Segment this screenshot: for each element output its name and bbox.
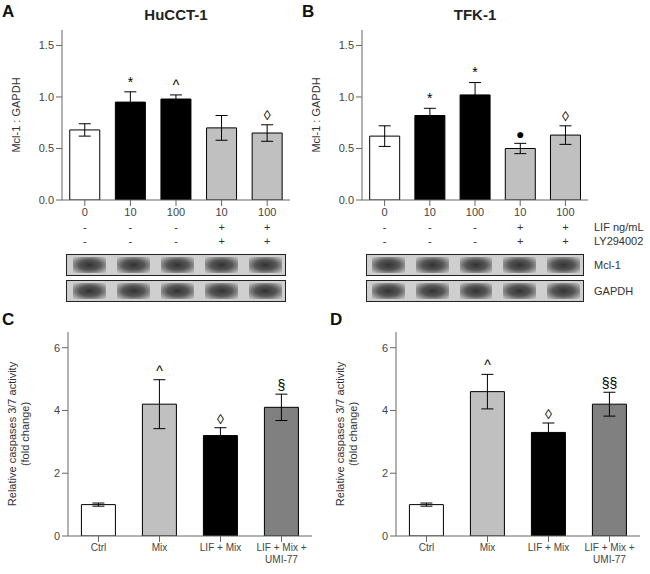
svg-text:Relative caspases 3/7 activity: Relative caspases 3/7 activity(fold chan…	[334, 361, 359, 506]
svg-text:100: 100	[167, 206, 185, 218]
svg-text:Ctrl: Ctrl	[91, 542, 107, 553]
svg-text:-: -	[473, 235, 477, 247]
svg-text:0: 0	[382, 206, 388, 218]
svg-text:+: +	[264, 235, 270, 247]
svg-text:6: 6	[382, 342, 388, 354]
svg-text:10: 10	[424, 206, 436, 218]
svg-text:10: 10	[215, 206, 227, 218]
html-text:A: A	[2, 2, 15, 21]
svg-text:Ctrl: Ctrl	[419, 542, 435, 553]
html-text:GAPDH: GAPDH	[594, 285, 634, 297]
svg-text:-: -	[83, 235, 87, 247]
html-text:HuCCT-1: HuCCT-1	[144, 6, 208, 23]
svg-text:-: -	[174, 235, 178, 247]
svg-text:10: 10	[514, 206, 526, 218]
html-text:Mcl-1: Mcl-1	[594, 259, 621, 271]
svg-text:^: ^	[156, 363, 163, 379]
svg-text:Mix: Mix	[152, 542, 168, 553]
svg-text:0.5: 0.5	[339, 142, 354, 154]
svg-text:*: *	[427, 90, 433, 106]
html-text:D: D	[330, 310, 343, 329]
svg-text:100: 100	[466, 206, 484, 218]
svg-text:0.0: 0.0	[39, 194, 54, 206]
svg-text:-: -	[383, 235, 387, 247]
svg-text:LIF ng/mL: LIF ng/mL	[594, 221, 642, 233]
svg-text:1.5: 1.5	[339, 39, 354, 51]
svg-text:^: ^	[484, 357, 491, 373]
svg-text:4: 4	[54, 404, 60, 416]
html-text:TFK-1: TFK-1	[453, 6, 497, 23]
svg-text:+: +	[562, 221, 568, 233]
svg-text:LIF + Mix +UMI-77: LIF + Mix +UMI-77	[584, 542, 634, 565]
svg-text:+: +	[218, 221, 224, 233]
svg-text:2: 2	[54, 467, 60, 479]
svg-text:0: 0	[82, 206, 88, 218]
svg-text:Mcl-1 : GAPDH: Mcl-1 : GAPDH	[310, 77, 322, 152]
svg-text:LY294002: LY294002	[594, 235, 642, 247]
html-text:B: B	[302, 2, 315, 21]
html-text:C: C	[2, 310, 15, 329]
svg-text:◊: ◊	[264, 107, 271, 123]
svg-text:1.0: 1.0	[339, 91, 354, 103]
svg-text:0: 0	[54, 530, 60, 542]
svg-text:+: +	[218, 235, 224, 247]
svg-text:Mix: Mix	[480, 542, 496, 553]
svg-text:LIF + Mix: LIF + Mix	[528, 542, 569, 553]
svg-text:◊: ◊	[562, 108, 569, 124]
svg-text:+: +	[562, 235, 568, 247]
svg-text:-: -	[428, 221, 432, 233]
svg-text:Mcl-1 : GAPDH: Mcl-1 : GAPDH	[10, 77, 22, 152]
svg-text:1.0: 1.0	[39, 91, 54, 103]
svg-text:+: +	[517, 235, 523, 247]
svg-text:100: 100	[258, 206, 276, 218]
svg-text:*: *	[128, 74, 134, 90]
svg-text:Relative caspases 3/7 activity: Relative caspases 3/7 activity(fold chan…	[8, 361, 31, 506]
svg-text:100: 100	[556, 206, 574, 218]
svg-text:-: -	[129, 221, 133, 233]
svg-text:^: ^	[173, 77, 180, 93]
svg-text:0.5: 0.5	[39, 142, 54, 154]
svg-text:+: +	[517, 221, 523, 233]
svg-text:-: -	[83, 221, 87, 233]
svg-text:-: -	[383, 221, 387, 233]
svg-text:10: 10	[124, 206, 136, 218]
svg-text:-: -	[473, 221, 477, 233]
svg-text:-: -	[129, 235, 133, 247]
svg-text:2: 2	[382, 467, 388, 479]
svg-text:-: -	[428, 235, 432, 247]
svg-text:§§: §§	[602, 375, 618, 391]
svg-text:●: ●	[516, 126, 524, 142]
svg-text:-: -	[174, 221, 178, 233]
svg-text:4: 4	[382, 404, 388, 416]
svg-text:◊: ◊	[217, 411, 224, 427]
svg-text:0: 0	[382, 530, 388, 542]
svg-text:+: +	[264, 221, 270, 233]
svg-text:*: *	[472, 64, 478, 80]
svg-text:1.5: 1.5	[39, 39, 54, 51]
svg-text:LIF + Mix: LIF + Mix	[200, 542, 241, 553]
svg-text:◊: ◊	[545, 406, 552, 422]
svg-text:LIF + Mix +UMI-77: LIF + Mix +UMI-77	[256, 542, 306, 565]
svg-text:0.0: 0.0	[339, 194, 354, 206]
svg-text:§: §	[278, 377, 286, 393]
svg-text:6: 6	[54, 342, 60, 354]
